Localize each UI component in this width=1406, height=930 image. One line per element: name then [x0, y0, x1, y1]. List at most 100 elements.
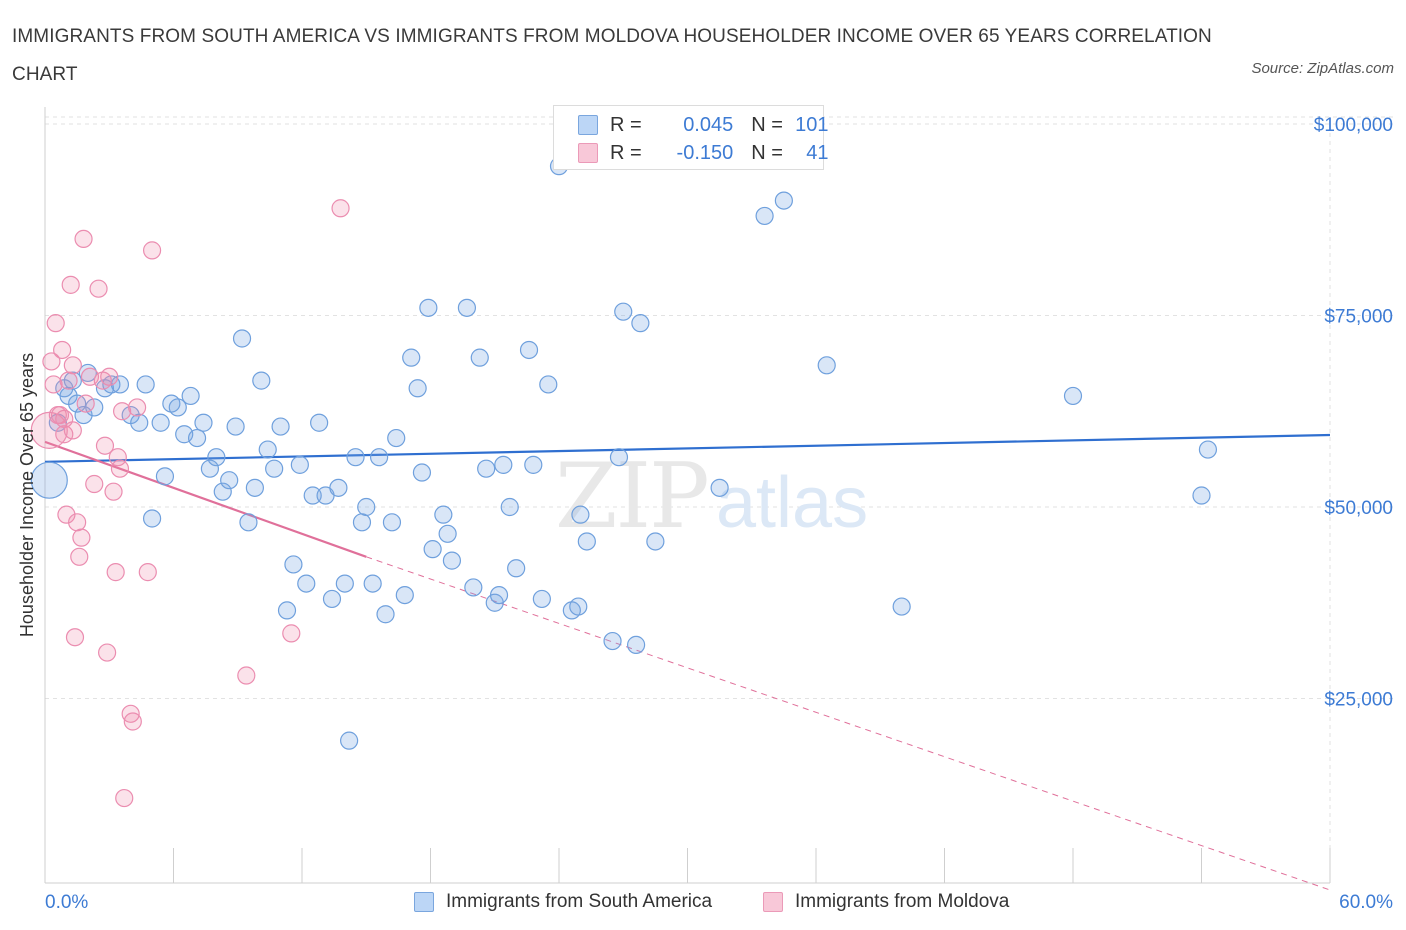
data-point — [100, 367, 119, 386]
bottom-legend-label: Immigrants from Moldova — [795, 891, 1010, 912]
data-point — [53, 340, 72, 360]
y-axis-label: Householder Income Over 65 years — [17, 353, 37, 637]
data-point — [30, 461, 68, 499]
data-point — [112, 402, 132, 421]
data-point — [532, 589, 551, 609]
data-point — [265, 459, 284, 478]
legend-row-moldova: R = -0.150 N = 41 — [578, 139, 829, 167]
data-point — [110, 459, 130, 478]
data-point — [277, 601, 297, 620]
data-point — [187, 428, 207, 448]
data-point — [55, 425, 74, 444]
data-point — [477, 459, 496, 478]
data-point — [569, 597, 588, 616]
watermark: ZIP atlas — [555, 444, 868, 549]
data-point — [423, 540, 442, 559]
source-credit: Source: ZipAtlas.com — [1251, 60, 1394, 77]
data-point — [519, 340, 539, 360]
data-point — [130, 413, 149, 432]
data-point — [817, 356, 836, 375]
correlation-legend: R = 0.045 N = 101 R = -0.150 N = 41 — [553, 105, 829, 170]
data-point — [774, 191, 793, 210]
bottom-legend-label: Immigrants from South America — [446, 891, 713, 912]
data-point — [72, 528, 91, 547]
data-point — [142, 509, 162, 528]
n-label: N = — [751, 141, 783, 164]
data-point — [207, 448, 226, 467]
data-point — [200, 459, 220, 478]
data-point — [1063, 386, 1083, 406]
data-point — [395, 585, 414, 605]
data-point — [63, 421, 82, 440]
data-point — [46, 314, 65, 333]
data-point — [346, 448, 365, 467]
r-value: 0.045 — [683, 113, 734, 136]
data-point — [258, 440, 277, 459]
data-point — [168, 398, 187, 417]
bottom-legend-swatch-pink — [763, 892, 783, 912]
data-point — [1192, 486, 1211, 505]
data-point — [85, 474, 104, 494]
r-label: R = — [610, 141, 642, 164]
x-tick-label: 0.0% — [45, 892, 88, 913]
data-point — [61, 275, 80, 294]
x-tick-label: 60.0% — [1339, 892, 1393, 913]
legend-swatch-blue — [578, 115, 598, 135]
data-point — [352, 513, 372, 532]
data-point — [335, 574, 354, 593]
data-point — [104, 482, 123, 501]
data-point — [614, 302, 633, 321]
data-point — [115, 788, 134, 808]
data-point — [63, 356, 82, 375]
data-point — [136, 375, 155, 394]
data-point — [89, 279, 108, 298]
data-point — [284, 555, 303, 574]
data-point — [155, 467, 175, 486]
data-point — [646, 532, 665, 551]
data-point — [609, 448, 629, 467]
data-point — [70, 547, 89, 566]
data-point — [151, 413, 170, 432]
trendline-moldova-extrapolated — [366, 556, 1331, 891]
data-point — [65, 628, 85, 647]
data-point — [50, 405, 70, 425]
data-point — [500, 497, 519, 517]
data-point — [220, 471, 239, 490]
data-point — [310, 413, 329, 432]
data-point — [106, 563, 125, 582]
data-point — [123, 712, 142, 731]
series-moldova — [30, 199, 350, 808]
data-point — [464, 578, 483, 597]
data-point — [194, 413, 213, 432]
data-point — [108, 448, 127, 467]
data-point — [376, 605, 395, 624]
axes — [44, 107, 1331, 884]
data-point — [252, 371, 271, 390]
data-point — [357, 497, 376, 517]
y-tick-label: $25,000 — [1324, 690, 1393, 711]
data-point — [44, 375, 63, 394]
data-point — [412, 463, 432, 482]
bottom-legend-south-america: Immigrants from South America — [414, 888, 712, 916]
data-point — [322, 589, 342, 609]
trendline-south-america — [44, 433, 1331, 463]
data-point — [340, 731, 359, 750]
n-value: 101 — [795, 113, 829, 136]
data-point — [402, 348, 421, 367]
data-point — [489, 585, 509, 605]
data-point — [577, 532, 596, 551]
data-point — [74, 229, 93, 248]
y-tick-label: $100,000 — [1314, 115, 1393, 136]
data-point — [419, 298, 438, 317]
data-point — [297, 574, 316, 593]
data-point — [245, 478, 264, 497]
data-point — [237, 666, 256, 685]
data-point — [181, 386, 200, 406]
data-point — [226, 417, 245, 436]
r-label: R = — [610, 113, 642, 136]
data-point — [434, 505, 453, 524]
trendline-moldova — [44, 440, 367, 558]
data-point — [76, 394, 95, 413]
data-point — [127, 398, 147, 417]
